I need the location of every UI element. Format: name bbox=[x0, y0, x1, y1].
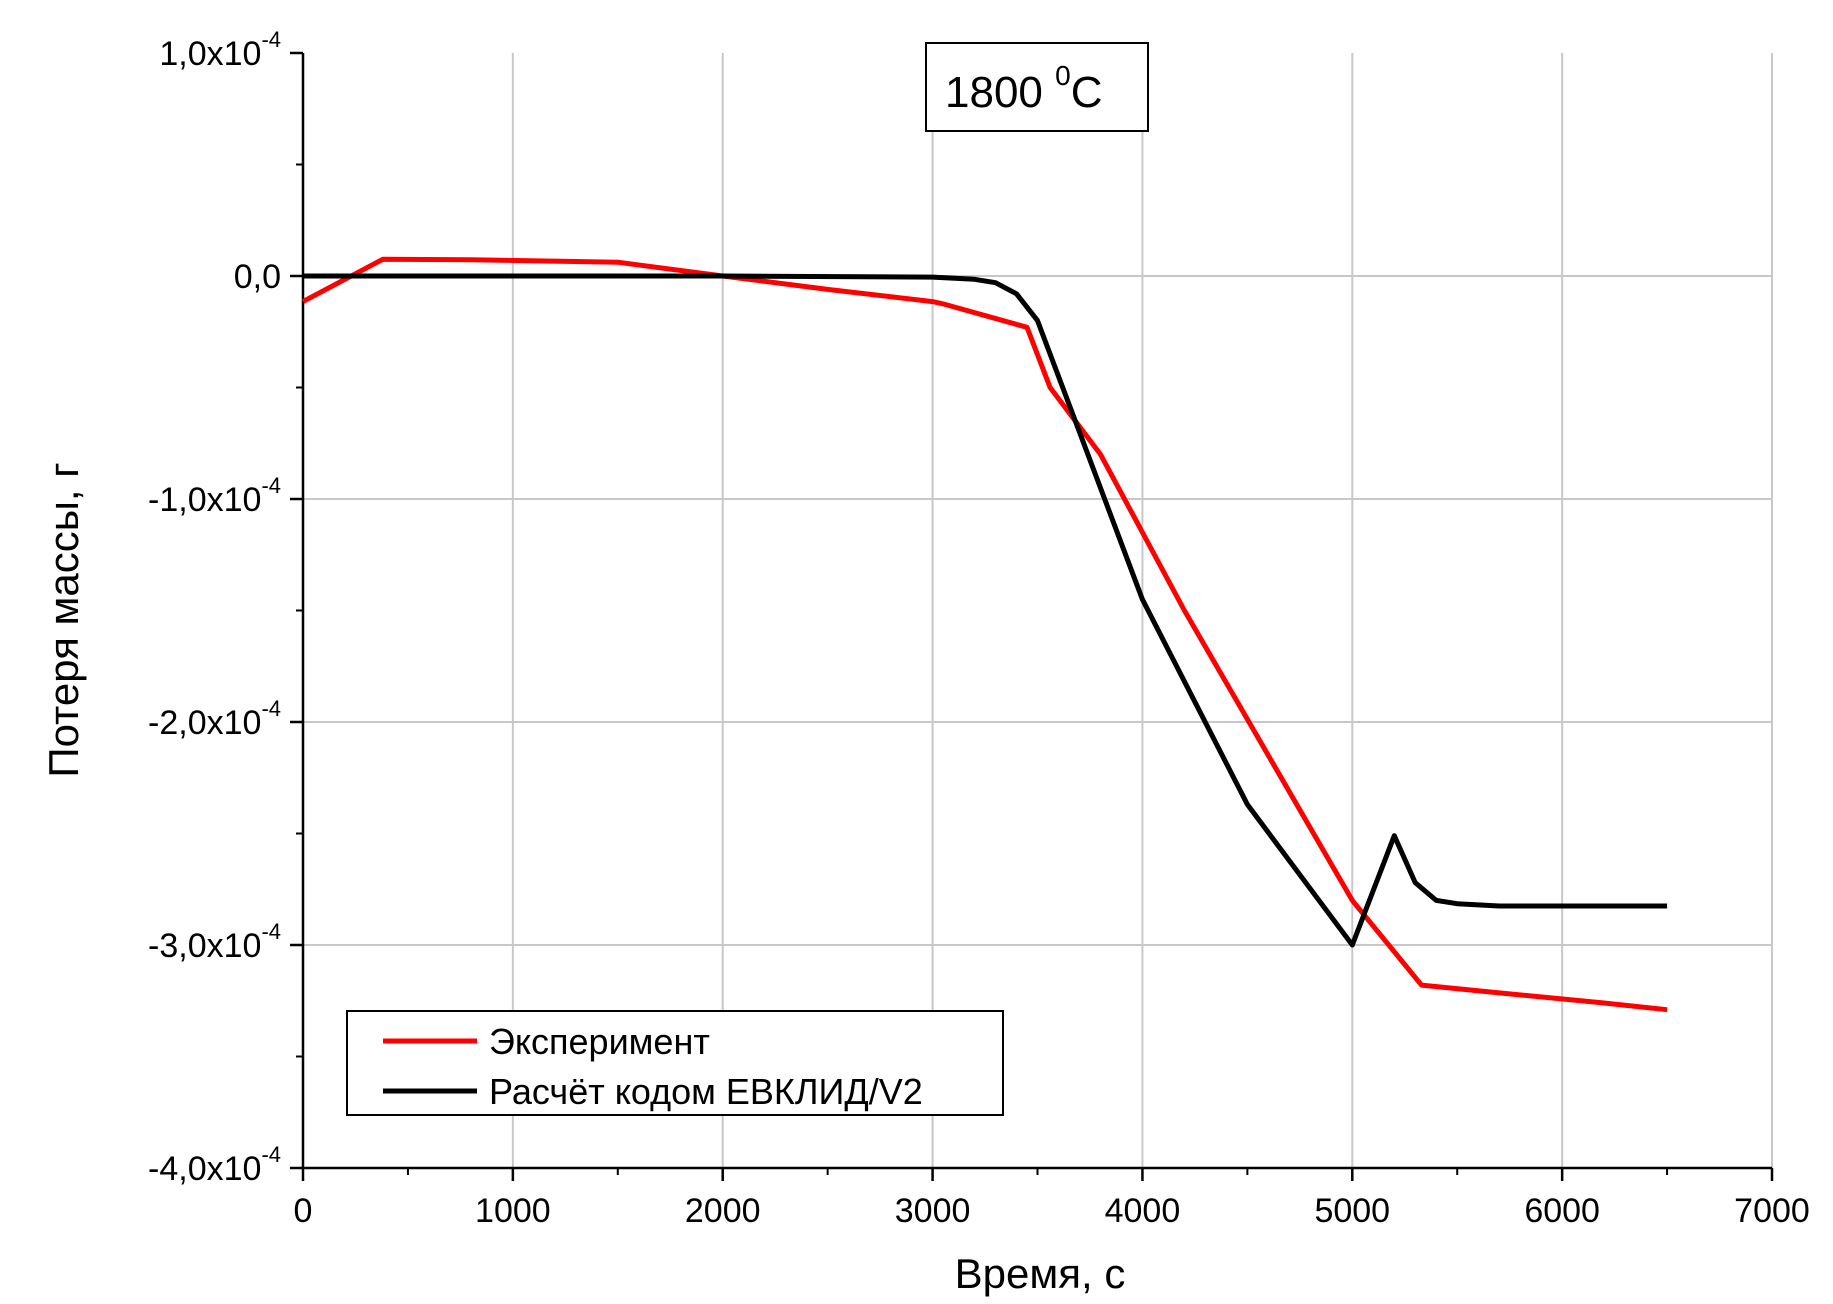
x-tick-label: 0 bbox=[294, 1192, 313, 1230]
y-axis-title: Потеря массы, г bbox=[40, 462, 87, 777]
y-tick-label: 0,0 bbox=[234, 258, 281, 296]
legend-box bbox=[346, 1010, 1004, 1116]
x-tick-label: 3000 bbox=[895, 1192, 971, 1230]
x-tick-label: 4000 bbox=[1105, 1192, 1181, 1230]
y-tick-label: -3,0x10-4 bbox=[148, 919, 281, 965]
axes: 0 1000 2000 3000 4000 5000 6000 7000 1,0x10-4 0,0… bbox=[148, 27, 1810, 1230]
annotation-text: 1800 0C bbox=[945, 60, 1102, 117]
x-axis-title: Время, с bbox=[955, 1250, 1126, 1297]
x-tick-label: 7000 bbox=[1734, 1192, 1810, 1230]
y-tick-label: -2,0x10-4 bbox=[148, 696, 281, 742]
x-tick-label: 6000 bbox=[1524, 1192, 1600, 1230]
y-tick-label: -1,0x10-4 bbox=[148, 473, 281, 519]
series-line-1 bbox=[301, 256, 1668, 1013]
annotation-superscript: 0 bbox=[1055, 60, 1071, 91]
y-tick-label: -4,0x10-4 bbox=[148, 1142, 281, 1188]
annotation-unit: C bbox=[1071, 68, 1103, 117]
series-line-2 bbox=[303, 273, 1668, 948]
annotation-box bbox=[925, 42, 1149, 132]
annotation-value: 1800 bbox=[945, 68, 1055, 117]
temperature-annotation: 1800 0C bbox=[925, 42, 1149, 132]
y-tick-label: 1,0x10-4 bbox=[159, 27, 281, 73]
legend: Эксперимент Расчёт кодом ЕВКЛИД/V2 bbox=[346, 1010, 1004, 1116]
series-lines bbox=[301, 256, 1668, 1013]
x-tick-label: 2000 bbox=[685, 1192, 761, 1230]
legend-label-1: Эксперимент bbox=[489, 1021, 710, 1062]
x-tick-label: 1000 bbox=[475, 1192, 551, 1230]
legend-label-2: Расчёт кодом ЕВКЛИД/V2 bbox=[489, 1071, 923, 1112]
grid bbox=[303, 53, 1773, 1168]
x-tick-label: 5000 bbox=[1314, 1192, 1390, 1230]
